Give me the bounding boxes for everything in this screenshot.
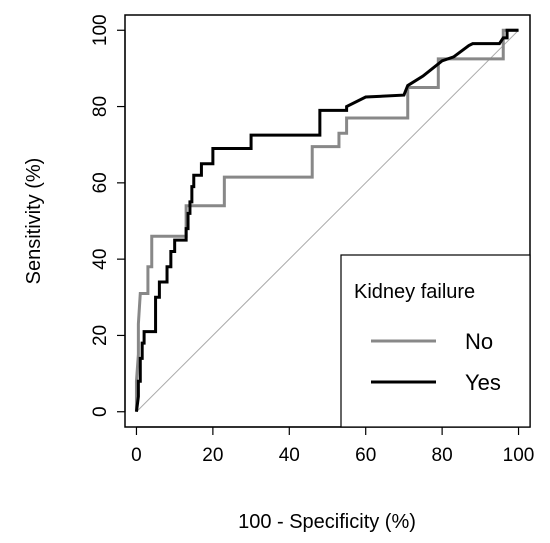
x-axis-label: 100 - Specificity (%) bbox=[238, 511, 416, 533]
legend-label-no: No bbox=[465, 329, 493, 354]
x-tick-label: 20 bbox=[202, 445, 223, 466]
x-tick-label: 0 bbox=[131, 445, 142, 466]
y-axis-label: Sensitivity (%) bbox=[23, 158, 45, 285]
series-line-no bbox=[134, 28, 519, 412]
y-tick-label: 60 bbox=[90, 172, 111, 193]
y-tick-label: 0 bbox=[90, 406, 111, 417]
x-tick-label: 80 bbox=[432, 445, 453, 466]
legend-label-yes: Yes bbox=[465, 370, 501, 395]
x-tick-label: 40 bbox=[279, 445, 300, 466]
series-line-yes bbox=[134, 28, 519, 412]
y-tick-label: 40 bbox=[90, 249, 111, 270]
y-tick-label: 80 bbox=[90, 96, 111, 117]
legend: Kidney failure No Yes bbox=[340, 254, 531, 428]
reference-diagonal bbox=[136, 29, 519, 413]
x-tick-label: 60 bbox=[355, 445, 376, 466]
reference-layer bbox=[136, 29, 519, 413]
y-tick-label: 100 bbox=[90, 14, 111, 46]
legend-title: Kidney failure bbox=[354, 281, 475, 303]
y-tick-label: 20 bbox=[90, 325, 111, 346]
x-tick-label: 100 bbox=[503, 445, 535, 466]
series-layer bbox=[134, 28, 519, 412]
